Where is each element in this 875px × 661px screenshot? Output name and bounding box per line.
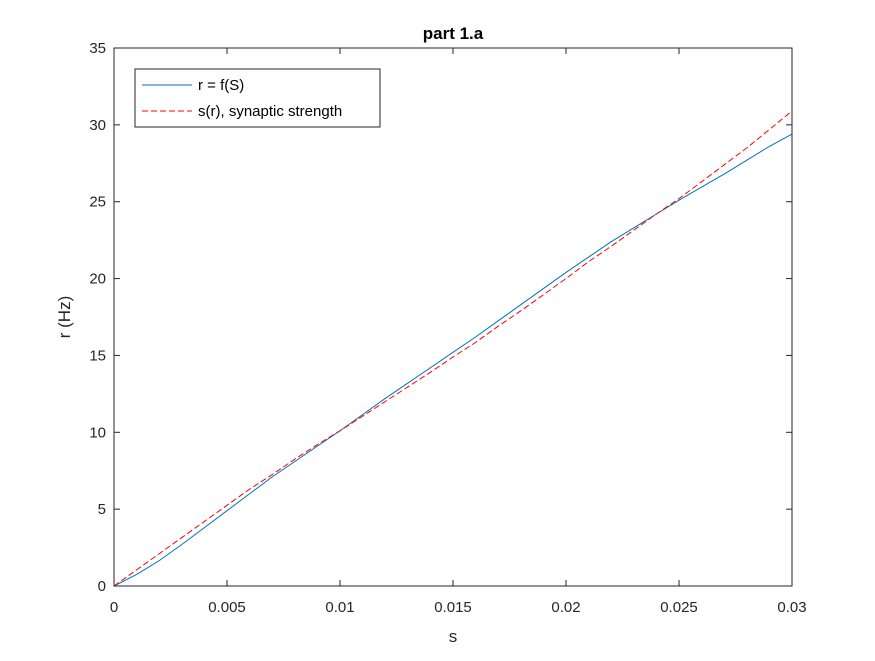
y-tick-label: 0 [98, 578, 106, 595]
x-tick-label: 0 [110, 599, 118, 616]
legend-label-1: r = f(S) [198, 77, 244, 94]
x-axis: 0 0.005 0.01 0.015 0.02 0.025 0.03 [110, 48, 807, 616]
y-tick-label: 25 [89, 194, 106, 211]
y-tick-label: 5 [98, 501, 106, 518]
chart-title: part 1.a [423, 24, 484, 43]
x-tick-label: 0.01 [325, 599, 354, 616]
x-tick-label: 0.005 [208, 599, 246, 616]
legend-box [134, 68, 381, 128]
x-tick-label: 0.015 [434, 599, 472, 616]
x-tick-label: 0.02 [551, 599, 580, 616]
series-layer [113, 110, 793, 587]
x-axis-label: s [449, 627, 458, 646]
series-line-1 [113, 133, 793, 587]
y-axis-label: r (Hz) [55, 296, 74, 338]
x-tick-label: 0.03 [777, 599, 806, 616]
y-axis: 0 5 10 15 20 25 30 35 [89, 40, 792, 595]
y-tick-label: 10 [89, 424, 106, 441]
y-tick-label: 35 [89, 40, 106, 57]
y-tick-label: 30 [89, 117, 106, 134]
y-tick-label: 15 [89, 347, 106, 364]
y-tick-label: 20 [89, 271, 106, 288]
legend: r = f(S) s(r), synaptic strength [134, 68, 381, 128]
series-line-2 [113, 110, 793, 587]
legend-label-2: s(r), synaptic strength [198, 103, 342, 120]
plot-area [114, 48, 792, 586]
x-tick-label: 0.025 [660, 599, 698, 616]
